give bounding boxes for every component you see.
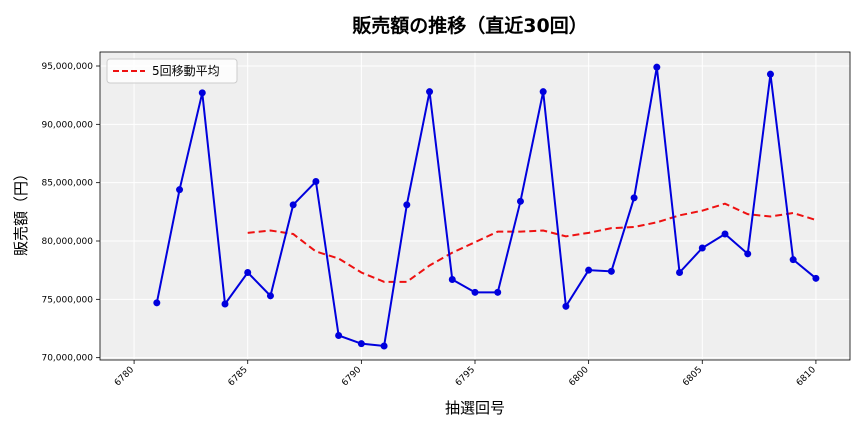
x-axis: 6780 6785 6790 6795 6800 6805 6810 — [113, 360, 818, 388]
moving-average-line — [247, 202, 817, 283]
sales-point — [494, 288, 502, 296]
x-tick-label: 6790 — [340, 365, 363, 388]
y-axis-label: 販売額（円） — [12, 166, 30, 256]
sales-point — [562, 302, 570, 310]
sales-point — [698, 244, 706, 252]
x-axis-label: 抽選回号 — [445, 399, 505, 417]
sales-point — [766, 70, 774, 78]
sales-point — [630, 194, 638, 202]
x-tick-label: 6780 — [113, 365, 136, 388]
sales-line — [155, 66, 817, 348]
sales-point — [448, 276, 456, 283]
y-tick-label: 70,000,000 — [41, 354, 93, 364]
sales-point — [812, 274, 820, 282]
sales-point — [426, 88, 434, 96]
sales-point — [721, 230, 729, 238]
sales-point — [539, 88, 547, 96]
sales-point — [198, 89, 206, 97]
sales-point — [653, 63, 661, 71]
sales-point — [312, 178, 320, 185]
sales-point — [357, 340, 365, 348]
sales-point — [789, 256, 797, 264]
sales-point — [585, 266, 593, 274]
sales-point — [335, 332, 343, 339]
x-tick-label: 6800 — [567, 365, 590, 388]
chart-title: 販売額の推移（直近30回） — [352, 14, 587, 37]
y-tick-label: 80,000,000 — [41, 237, 93, 247]
x-tick-label: 6805 — [681, 365, 704, 388]
sales-point — [244, 269, 252, 276]
sales-point — [221, 300, 229, 308]
x-tick-label: 6795 — [454, 365, 477, 388]
sales-point — [744, 250, 752, 258]
y-tick-label: 90,000,000 — [41, 120, 93, 130]
sales-point — [403, 201, 411, 209]
sales-point — [266, 292, 274, 300]
sales-point — [516, 197, 524, 205]
sales-point — [153, 299, 161, 307]
legend-box — [106, 58, 238, 84]
sales-point — [471, 288, 479, 296]
y-axis: 70,000,000 75,000,000 80,000,000 85,000,000… — [41, 62, 100, 364]
series-group — [153, 63, 820, 350]
sales-point — [676, 269, 684, 276]
y-tick-label: 75,000,000 — [41, 295, 93, 305]
x-tick-label: 6785 — [227, 365, 250, 388]
sales-point — [607, 267, 615, 275]
sales-point — [289, 201, 297, 209]
x-tick-label: 6810 — [795, 365, 818, 388]
y-tick-label: 85,000,000 — [41, 179, 93, 189]
sales-point — [380, 342, 388, 350]
legend: 5回移動平均 — [106, 58, 238, 84]
y-tick-label: 95,000,000 — [41, 62, 93, 72]
legend-moving-average-label: 5回移動平均 — [152, 64, 220, 78]
sales-point — [176, 186, 184, 194]
